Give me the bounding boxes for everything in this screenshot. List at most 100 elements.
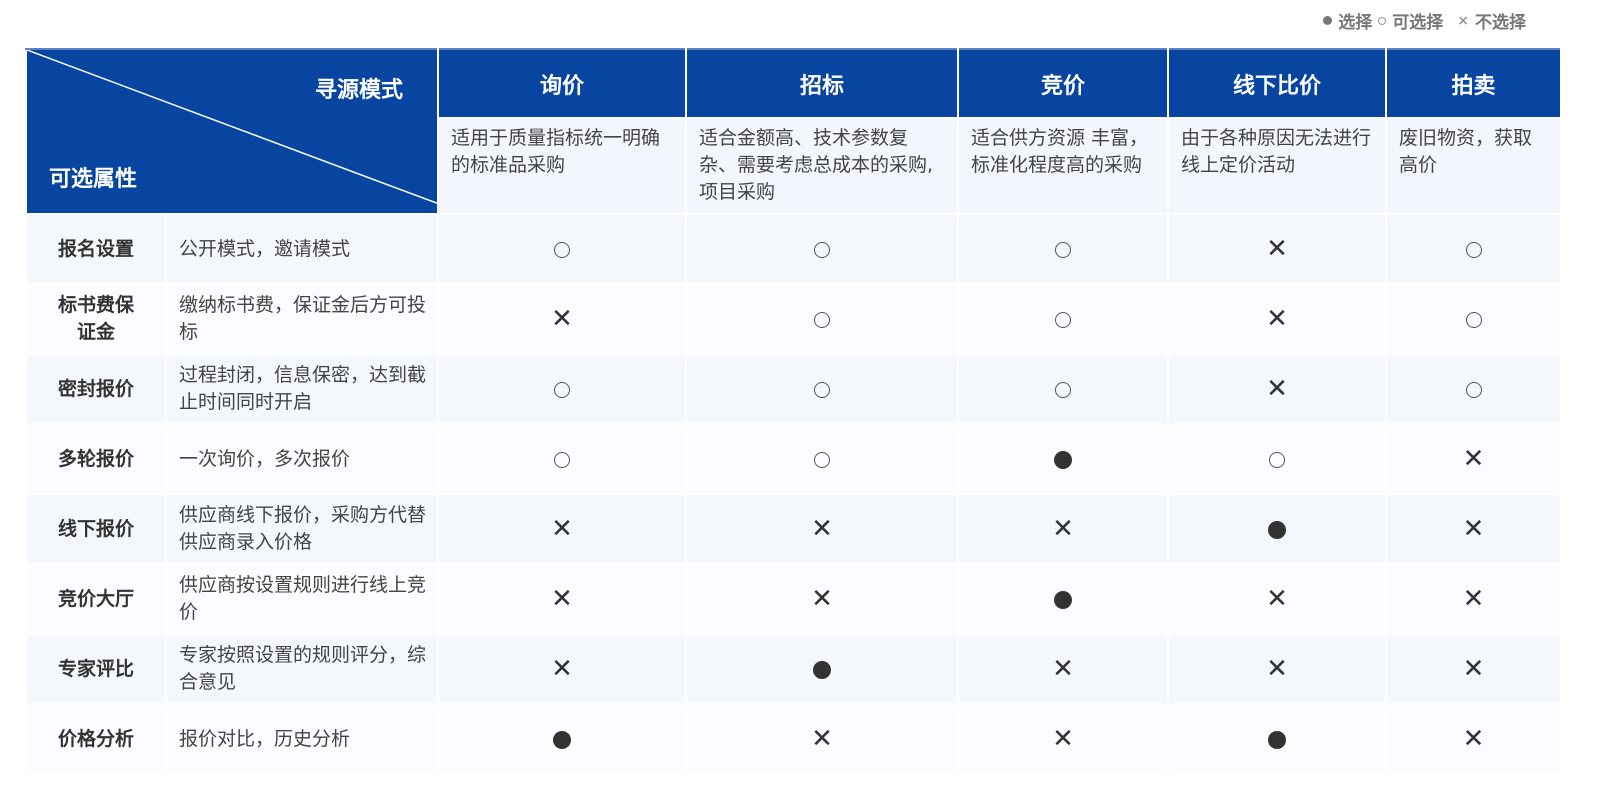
attribute-info: 过程封闭，信息保密，达到截止时间同时开启 [165,353,439,425]
mode-description: 由于各种原因无法进行线上定价活动 [1167,117,1387,215]
table-row: 密封报价 过程封闭，信息保密，达到截止时间同时开启 ✕ [25,353,1562,425]
cross-icon: ✕ [1266,304,1288,334]
hollow-circle-icon [1269,452,1285,468]
mark-cell [1167,703,1387,775]
mark-cell [437,423,687,495]
hollow-circle-icon [1465,382,1482,398]
hollow-circle-icon [1378,16,1387,25]
mark-cell [957,213,1169,285]
mode-description: 废旧物资，获取高价 [1385,117,1562,215]
attribute-label: 标书费保证金 [25,283,167,355]
cross-icon: ✕ [1462,444,1485,474]
attribute-info: 报价对比，历史分析 [165,703,439,775]
hollow-circle-icon [554,242,570,258]
filled-circle-icon [1268,520,1286,539]
mark-cell [685,283,959,355]
legend-optional: 可选择 [1392,13,1444,33]
mark-cell: ✕ [437,563,687,635]
legend: 选择 可选择 × 不选择 [1323,8,1526,33]
cross-icon: ✕ [811,724,833,754]
mark-cell: ✕ [1385,423,1562,495]
mark-cell: ✕ [437,493,687,565]
filled-circle-icon [553,730,571,749]
cross-icon: ✕ [811,514,833,544]
mark-cell: ✕ [685,563,959,635]
hollow-circle-icon [814,242,830,258]
cross-icon: ✕ [1052,724,1074,754]
mark-cell: ✕ [1385,493,1562,565]
cross-icon: ✕ [1462,514,1485,544]
cross-icon: × [1457,12,1469,29]
mark-cell: ✕ [1167,563,1387,635]
attribute-label: 竞价大厅 [25,563,167,635]
attribute-info: 供应商按设置规则进行线上竞价 [165,563,439,635]
mark-cell [437,703,687,775]
hollow-circle-icon [1465,312,1482,328]
attribute-label: 报名设置 [25,213,167,285]
table-row: 报名设置 公开模式，邀请模式 ✕ [25,213,1562,285]
cross-icon: ✕ [551,654,573,684]
attribute-info: 供应商线下报价，采购方代替供应商录入价格 [165,493,439,565]
mode-header: 线下比价 [1167,48,1387,119]
mark-cell: ✕ [1167,283,1387,355]
cross-icon: ✕ [1052,514,1074,544]
mark-cell: ✕ [1167,633,1387,705]
table-row: 线下报价 供应商线下报价，采购方代替供应商录入价格 ✕ ✕ ✕ ✕ [25,493,1562,565]
cross-icon: ✕ [1462,654,1485,684]
attribute-info: 缴纳标书费，保证金后方可投标 [165,283,439,355]
mark-cell [437,213,687,285]
cross-icon: ✕ [811,584,833,614]
table-row: 价格分析 报价对比，历史分析 ✕ ✕ ✕ [25,703,1562,775]
mark-cell [685,213,959,285]
mark-cell [437,353,687,425]
mark-cell: ✕ [685,703,959,775]
corner-mode-label: 寻源模式 [314,78,403,103]
mark-cell [1385,353,1562,425]
table-row: 竞价大厅 供应商按设置规则进行线上竞价 ✕ ✕ ✕ ✕ [25,563,1562,635]
mark-cell [1385,283,1562,355]
legend-not-selected: 不选择 [1475,13,1526,33]
hollow-circle-icon [1465,242,1482,258]
attribute-info: 专家按照设置的规则评分，综合意见 [165,633,439,705]
attribute-label: 价格分析 [25,703,167,775]
mode-header: 拍卖 [1385,48,1562,119]
mark-cell: ✕ [437,283,687,355]
mark-cell [957,423,1169,495]
attribute-info: 公开模式，邀请模式 [165,213,439,285]
mark-cell [957,283,1169,355]
attribute-label: 专家评比 [25,633,167,705]
hollow-circle-icon [554,382,570,398]
filled-circle-icon [1268,730,1286,749]
mark-cell: ✕ [957,493,1169,565]
cross-icon: ✕ [1266,654,1288,684]
cross-icon: ✕ [1462,724,1485,754]
filled-circle-icon [1054,450,1072,469]
mode-header: 询价 [437,48,687,119]
table-row: 标书费保证金 缴纳标书费，保证金后方可投标 ✕ ✕ [25,283,1562,355]
mode-description: 适合金额高、技术参数复杂、需要考虑总成本的采购,项目采购 [685,117,959,215]
attribute-label: 多轮报价 [25,423,167,495]
mark-cell [1167,493,1387,565]
mark-cell: ✕ [957,633,1169,705]
mark-cell [685,423,959,495]
cross-icon: ✕ [551,304,573,334]
legend-selected: 选择 [1338,13,1373,33]
mark-cell [685,633,959,705]
mark-cell: ✕ [437,633,687,705]
cross-icon: ✕ [551,514,573,544]
attribute-info: 一次询价，多次报价 [165,423,439,495]
mark-cell [1167,423,1387,495]
cross-icon: ✕ [1462,584,1485,614]
cross-icon: ✕ [1266,234,1288,264]
hollow-circle-icon [1055,312,1071,328]
mode-description: 适用于质量指标统一明确的标准品采购 [437,117,687,215]
hollow-circle-icon [814,452,830,468]
mode-header: 招标 [685,48,959,119]
attribute-label: 线下报价 [25,493,167,565]
table-row: 专家评比 专家按照设置的规则评分，综合意见 ✕ ✕ ✕ ✕ [25,633,1562,705]
mark-cell [685,353,959,425]
table-row: 多轮报价 一次询价，多次报价 ✕ [25,423,1562,495]
corner-attribute-label: 可选属性 [49,167,138,192]
cross-icon: ✕ [551,584,573,614]
hollow-circle-icon [554,452,570,468]
